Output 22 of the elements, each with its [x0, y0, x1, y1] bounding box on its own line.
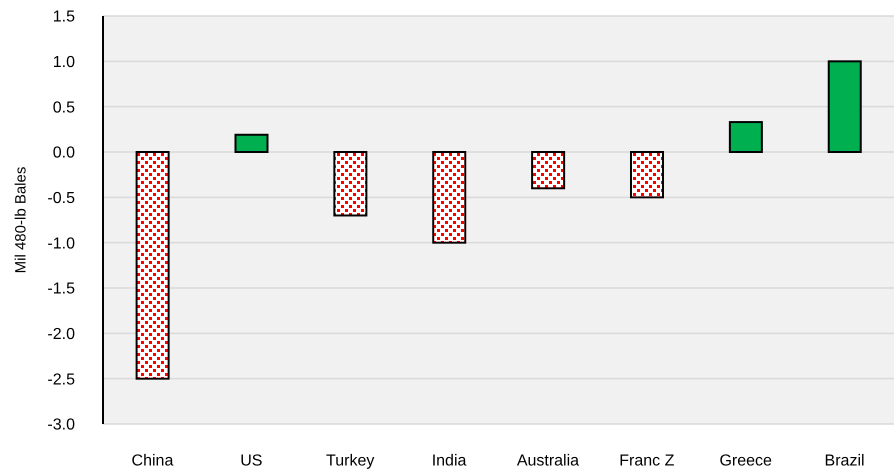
y-tick-label: 0.5 — [52, 99, 76, 116]
y-tick-label: -1.5 — [47, 280, 76, 298]
x-tick-label: China — [132, 452, 174, 470]
y-tick-label: 1.5 — [52, 8, 76, 26]
bar — [828, 60, 862, 153]
y-tick-label: -1.0 — [47, 235, 76, 252]
y-axis-title: Mil 480-lb Bales — [12, 166, 30, 274]
x-tick-label: India — [432, 452, 467, 470]
bar — [234, 134, 268, 153]
y-tick-label: -2.5 — [47, 371, 76, 388]
bar — [728, 121, 763, 153]
y-tick-label: 0.0 — [52, 144, 76, 162]
y-tick-label: 1.0 — [52, 54, 76, 72]
x-tick-label: US — [240, 452, 262, 470]
x-tick-label: Brazil — [824, 452, 865, 470]
y-tick-label: -2.0 — [47, 326, 76, 344]
x-tick-label: Australia — [516, 452, 580, 470]
y-tick-label: -0.5 — [47, 190, 76, 208]
x-tick-label: Turkey — [326, 452, 374, 470]
x-tick-label: Franc Z — [619, 452, 675, 470]
x-tick-label: Greece — [719, 452, 772, 470]
y-tick-label: -3.0 — [47, 416, 76, 434]
